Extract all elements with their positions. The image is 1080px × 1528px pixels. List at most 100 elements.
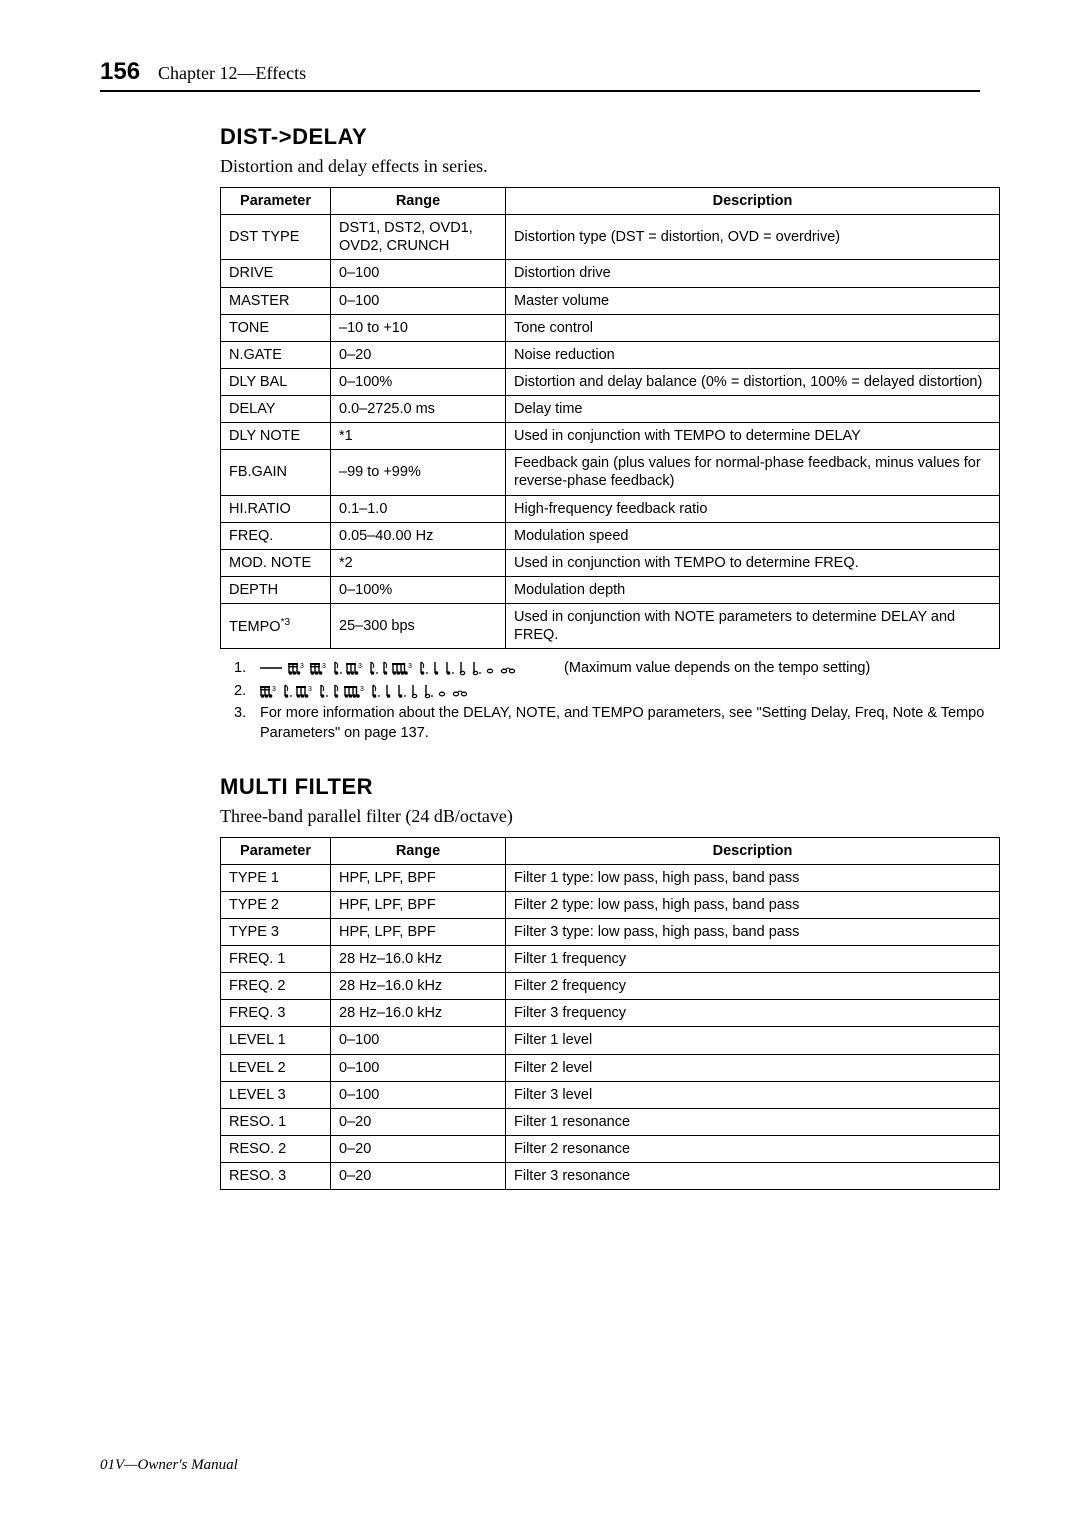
section1-subtitle: Distortion and delay effects in series. [220,156,1000,177]
table-cell: 0–20 [331,1135,506,1162]
table-cell: TYPE 3 [221,918,331,945]
table-row: MOD. NOTE*2Used in conjunction with TEMP… [221,549,1000,576]
footnote-1-suffix: (Maximum value depends on the tempo sett… [564,660,870,676]
footnote-number: 3. [234,704,252,743]
music-notes-icon: 3 3 [260,683,510,699]
table-cell: *2 [331,549,506,576]
footnote-2: 2. 3 3 [234,682,1000,702]
table-cell: Distortion drive [506,260,1000,287]
table-cell: TEMPO*3 [221,604,331,649]
table-cell: Used in conjunction with TEMPO to determ… [506,549,1000,576]
table-cell: Used in conjunction with TEMPO to determ… [506,423,1000,450]
table-row: DLY BAL0–100%Distortion and delay balanc… [221,368,1000,395]
table-cell: 0–100 [331,1054,506,1081]
col-parameter: Parameter [221,188,331,215]
col-range: Range [331,837,506,864]
table-cell: Filter 3 level [506,1081,1000,1108]
col-range: Range [331,188,506,215]
table-cell: 0–100% [331,368,506,395]
table-cell: DELAY [221,396,331,423]
table-cell: Delay time [506,396,1000,423]
table-cell: DRIVE [221,260,331,287]
table-cell: 0–100 [331,1027,506,1054]
table-row: LEVEL 20–100Filter 2 level [221,1054,1000,1081]
table-cell: Filter 2 resonance [506,1135,1000,1162]
table-cell: 0.1–1.0 [331,495,506,522]
table-cell: DEPTH [221,576,331,603]
footnote-3: 3. For more information about the DELAY,… [234,704,1000,743]
table-cell: LEVEL 1 [221,1027,331,1054]
table-row: FREQ.0.05–40.00 HzModulation speed [221,522,1000,549]
table-row: RESO. 30–20Filter 3 resonance [221,1163,1000,1190]
dist-delay-table: Parameter Range Description DST TYPEDST1… [220,187,1000,649]
footnote-1: 1. 3 3 [234,659,1000,679]
table-cell: 28 Hz–16.0 kHz [331,946,506,973]
table-row: RESO. 20–20Filter 2 resonance [221,1135,1000,1162]
table-cell: Filter 1 resonance [506,1108,1000,1135]
table-cell: 28 Hz–16.0 kHz [331,1000,506,1027]
music-notes-icon: 3 3 3 [260,660,560,676]
table-cell: FREQ. 3 [221,1000,331,1027]
svg-text:3: 3 [272,686,276,693]
page-header: 156 Chapter 12—Effects [100,58,980,86]
section1-title: DIST->DELAY [220,124,1000,150]
table-cell: High-frequency feedback ratio [506,495,1000,522]
table-cell: Filter 1 type: low pass, high pass, band… [506,864,1000,891]
table-cell: Distortion and delay balance (0% = disto… [506,368,1000,395]
table-row: HI.RATIO0.1–1.0High-frequency feedback r… [221,495,1000,522]
table-row: FREQ. 328 Hz–16.0 kHzFilter 3 frequency [221,1000,1000,1027]
table-cell: DST1, DST2, OVD1, OVD2, CRUNCH [331,215,506,260]
table-cell: 28 Hz–16.0 kHz [331,973,506,1000]
col-description: Description [506,837,1000,864]
svg-text:3: 3 [322,663,326,670]
footnote-1-text: 3 3 3 [260,659,870,679]
col-description: Description [506,188,1000,215]
footnote-2-text: 3 3 [260,682,510,702]
table-row: MASTER0–100Master volume [221,287,1000,314]
svg-text:3: 3 [360,686,364,693]
table-row: DST TYPEDST1, DST2, OVD1, OVD2, CRUNCHDi… [221,215,1000,260]
table-cell: 0–100 [331,287,506,314]
table-row: TYPE 1HPF, LPF, BPFFilter 1 type: low pa… [221,864,1000,891]
table-cell: Modulation speed [506,522,1000,549]
table-cell: FREQ. [221,522,331,549]
table-cell: Filter 3 resonance [506,1163,1000,1190]
table-cell: FB.GAIN [221,450,331,495]
svg-text:3: 3 [408,663,412,670]
table-row: DEPTH0–100%Modulation depth [221,576,1000,603]
table-cell: Filter 2 frequency [506,973,1000,1000]
table-cell: *1 [331,423,506,450]
svg-text:3: 3 [300,663,304,670]
svg-text:3: 3 [358,663,362,670]
table-cell: HPF, LPF, BPF [331,918,506,945]
table-cell: RESO. 1 [221,1108,331,1135]
table-cell: Filter 1 frequency [506,946,1000,973]
table-cell: FREQ. 1 [221,946,331,973]
table-cell: HI.RATIO [221,495,331,522]
table-cell: TYPE 2 [221,891,331,918]
footnotes: 1. 3 3 [234,659,1000,743]
table-cell: 0.0–2725.0 ms [331,396,506,423]
section2-title: MULTI FILTER [220,774,1000,800]
table-row: TYPE 2HPF, LPF, BPFFilter 2 type: low pa… [221,891,1000,918]
table-row: FREQ. 228 Hz–16.0 kHzFilter 2 frequency [221,973,1000,1000]
footnote-number: 2. [234,682,252,702]
main-content: DIST->DELAY Distortion and delay effects… [220,124,1000,1190]
table-cell: MOD. NOTE [221,549,331,576]
table-cell: Filter 2 level [506,1054,1000,1081]
table-row: DLY NOTE*1Used in conjunction with TEMPO… [221,423,1000,450]
table-cell: 25–300 bps [331,604,506,649]
footnote-3-text: For more information about the DELAY, NO… [260,704,1000,743]
header-rule [100,90,980,92]
svg-text:3: 3 [308,686,312,693]
table-cell: Filter 3 frequency [506,1000,1000,1027]
table-cell: RESO. 3 [221,1163,331,1190]
table-row: TONE–10 to +10Tone control [221,314,1000,341]
table-cell: Filter 2 type: low pass, high pass, band… [506,891,1000,918]
table-cell: 0–100 [331,260,506,287]
table-row: FREQ. 128 Hz–16.0 kHzFilter 1 frequency [221,946,1000,973]
col-parameter: Parameter [221,837,331,864]
table-cell: N.GATE [221,341,331,368]
table-cell: MASTER [221,287,331,314]
table-cell: RESO. 2 [221,1135,331,1162]
